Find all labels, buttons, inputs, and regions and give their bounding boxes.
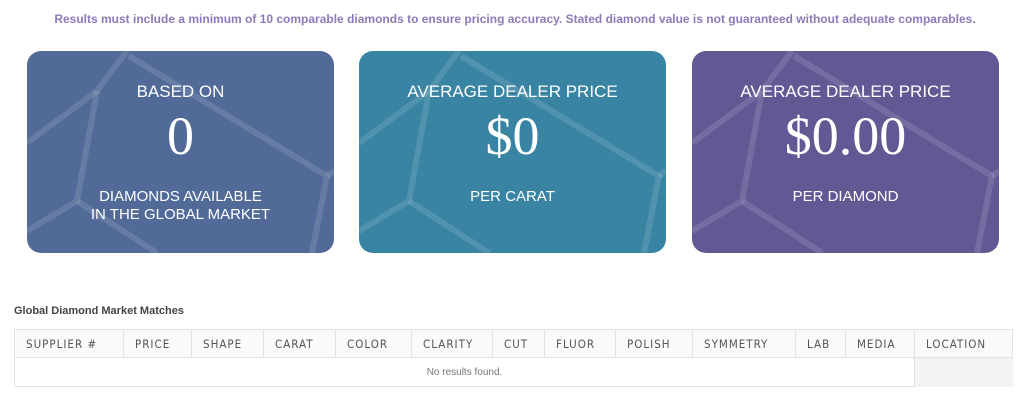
empty-location-cell — [914, 357, 1013, 387]
geometric-pattern-icon — [359, 51, 666, 253]
card-caption: DIAMONDS AVAILABLE — [99, 188, 262, 205]
column-header[interactable]: CLARITY — [411, 329, 493, 358]
geometric-pattern-icon — [27, 51, 334, 253]
card-heading: BASED ON — [136, 82, 225, 101]
column-header[interactable]: CARAT — [263, 329, 336, 358]
column-header[interactable]: LOCATION — [914, 329, 1013, 358]
card-value: $0 — [485, 106, 540, 166]
card-diamond-count: BASED ON 0 DIAMONDS AVAILABLE IN THE GLOB… — [27, 51, 334, 253]
card-caption: PER DIAMOND — [792, 188, 899, 205]
results-table: SUPPLIER # PRICE SHAPE CARAT COLOR CLARITY CUT… — [14, 329, 1013, 387]
card-price-per-diamond: AVERAGE DEALER PRICE $0.00 PER DIAMOND — [692, 51, 999, 253]
geometric-pattern-icon — [692, 51, 999, 253]
column-header[interactable]: LAB — [795, 329, 846, 358]
column-header[interactable]: SYMMETRY — [692, 329, 796, 358]
card-heading: AVERAGE DEALER PRICE — [407, 82, 618, 101]
column-header[interactable]: SUPPLIER # — [14, 329, 124, 358]
card-value: $0.00 — [784, 106, 907, 166]
comparables-notice: Results must include a minimum of 10 com… — [54, 12, 976, 26]
column-header[interactable]: CUT — [492, 329, 545, 358]
card-caption-line2: IN THE GLOBAL MARKET — [90, 206, 271, 223]
column-header[interactable]: POLISH — [615, 329, 693, 358]
card-price-per-carat: AVERAGE DEALER PRICE $0 PER CARAT — [359, 51, 666, 253]
column-header[interactable]: COLOR — [335, 329, 412, 358]
card-caption: PER CARAT — [470, 188, 555, 205]
no-results-message: No results found. — [14, 357, 915, 387]
column-header[interactable]: SHAPE — [191, 329, 264, 358]
card-heading: AVERAGE DEALER PRICE — [740, 82, 951, 101]
column-header[interactable]: FLUOR — [544, 329, 616, 358]
table-header-row: SUPPLIER # PRICE SHAPE CARAT COLOR CLARITY CUT… — [14, 329, 1013, 358]
card-value: 0 — [167, 106, 194, 166]
column-header[interactable]: MEDIA — [845, 329, 915, 358]
column-header[interactable]: PRICE — [123, 329, 192, 358]
table-title: Global Diamond Market Matches — [14, 305, 184, 317]
table-row-empty: No results found. — [14, 357, 1013, 387]
